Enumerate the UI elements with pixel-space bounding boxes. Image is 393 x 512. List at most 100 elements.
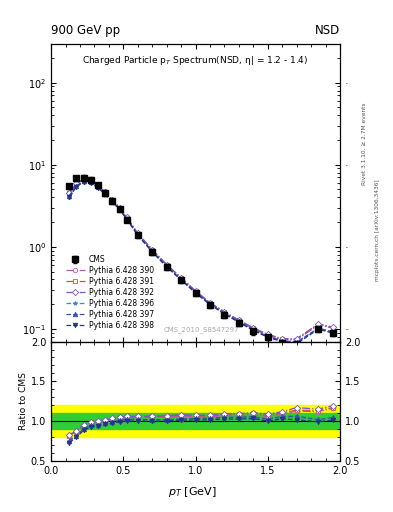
Pythia 6.428 391 — [193, 288, 198, 294]
Pythia 6.428 392 — [265, 331, 270, 337]
Pythia 6.428 390 — [164, 262, 169, 268]
Pythia 6.428 397 — [251, 327, 256, 333]
Pythia 6.428 396 — [179, 276, 184, 283]
Line: Pythia 6.428 390: Pythia 6.428 390 — [67, 178, 335, 343]
Pythia 6.428 398 — [208, 302, 212, 308]
Pythia 6.428 396 — [103, 191, 108, 197]
Line: Pythia 6.428 398: Pythia 6.428 398 — [67, 180, 335, 346]
Pythia 6.428 396 — [125, 216, 129, 222]
Line: Pythia 6.428 391: Pythia 6.428 391 — [67, 178, 335, 342]
Pythia 6.428 398 — [88, 180, 93, 186]
Pythia 6.428 398 — [150, 249, 154, 255]
Pythia 6.428 397 — [265, 333, 270, 339]
Pythia 6.428 391 — [179, 275, 184, 281]
Pythia 6.428 398 — [237, 319, 241, 326]
Pythia 6.428 390 — [125, 215, 129, 221]
Pythia 6.428 390 — [331, 325, 335, 331]
Pythia 6.428 397 — [237, 318, 241, 325]
Pythia 6.428 391 — [95, 183, 100, 189]
Pythia 6.428 396 — [150, 248, 154, 254]
Pythia 6.428 396 — [294, 339, 299, 346]
Pythia 6.428 390 — [95, 183, 100, 189]
Pythia 6.428 391 — [88, 178, 93, 184]
Pythia 6.428 396 — [331, 329, 335, 335]
Pythia 6.428 396 — [88, 179, 93, 185]
Pythia 6.428 390 — [179, 275, 184, 281]
Pythia 6.428 397 — [164, 263, 169, 269]
Pythia 6.428 391 — [125, 215, 129, 221]
Pythia 6.428 390 — [280, 336, 285, 343]
Pythia 6.428 396 — [136, 232, 140, 238]
Pythia 6.428 391 — [136, 230, 140, 237]
Pythia 6.428 390 — [118, 205, 122, 211]
Pythia 6.428 397 — [280, 337, 285, 344]
Pythia 6.428 392 — [95, 182, 100, 188]
Pythia 6.428 398 — [294, 340, 299, 347]
Text: mcplots.cern.ch [arXiv:1306.3436]: mcplots.cern.ch [arXiv:1306.3436] — [375, 180, 380, 281]
Pythia 6.428 391 — [150, 247, 154, 253]
Pythia 6.428 398 — [316, 326, 321, 332]
Line: Pythia 6.428 392: Pythia 6.428 392 — [67, 177, 335, 341]
Pythia 6.428 390 — [237, 318, 241, 324]
Pythia 6.428 398 — [125, 217, 129, 223]
Pythia 6.428 397 — [125, 216, 129, 222]
Pythia 6.428 398 — [193, 290, 198, 296]
Pythia 6.428 397 — [316, 325, 321, 331]
Pythia 6.428 392 — [110, 197, 115, 203]
Pythia 6.428 396 — [193, 289, 198, 295]
Pythia 6.428 392 — [103, 189, 108, 196]
Pythia 6.428 398 — [118, 207, 122, 213]
Pythia 6.428 392 — [88, 177, 93, 183]
Pythia 6.428 396 — [237, 318, 241, 325]
Pythia 6.428 398 — [136, 232, 140, 239]
Pythia 6.428 392 — [164, 262, 169, 268]
Pythia 6.428 390 — [74, 180, 79, 186]
Pythia 6.428 392 — [67, 190, 72, 196]
Pythia 6.428 396 — [67, 194, 72, 200]
Pythia 6.428 398 — [103, 191, 108, 198]
Pythia 6.428 392 — [179, 274, 184, 281]
Legend: CMS, Pythia 6.428 390, Pythia 6.428 391, Pythia 6.428 392, Pythia 6.428 396, Pyt: CMS, Pythia 6.428 390, Pythia 6.428 391,… — [64, 253, 156, 332]
Pythia 6.428 392 — [118, 205, 122, 211]
Pythia 6.428 392 — [125, 215, 129, 221]
Pythia 6.428 397 — [110, 198, 115, 204]
Pythia 6.428 391 — [316, 322, 321, 328]
Pythia 6.428 392 — [331, 324, 335, 330]
Pythia 6.428 398 — [265, 334, 270, 340]
Pythia 6.428 398 — [110, 199, 115, 205]
Pythia 6.428 391 — [74, 180, 79, 186]
Pythia 6.428 391 — [280, 336, 285, 342]
Pythia 6.428 396 — [208, 301, 212, 307]
Pythia 6.428 390 — [67, 190, 72, 196]
Pythia 6.428 391 — [237, 317, 241, 324]
Pythia 6.428 392 — [150, 246, 154, 252]
Pythia 6.428 398 — [74, 184, 79, 190]
Pythia 6.428 397 — [74, 183, 79, 189]
Pythia 6.428 391 — [103, 189, 108, 196]
Pythia 6.428 392 — [280, 335, 285, 342]
Pythia 6.428 390 — [251, 326, 256, 332]
Pythia 6.428 391 — [265, 332, 270, 338]
Pythia 6.428 398 — [222, 311, 227, 317]
Pythia 6.428 392 — [316, 321, 321, 327]
Pythia 6.428 392 — [222, 309, 227, 315]
Pythia 6.428 392 — [208, 300, 212, 306]
Pythia 6.428 397 — [150, 248, 154, 254]
Pythia 6.428 390 — [103, 190, 108, 196]
Pythia 6.428 390 — [265, 332, 270, 338]
Pythia 6.428 392 — [136, 230, 140, 237]
Pythia 6.428 396 — [118, 206, 122, 212]
Pythia 6.428 390 — [316, 322, 321, 328]
Bar — [51, 405, 340, 437]
Pythia 6.428 391 — [222, 309, 227, 315]
Pythia 6.428 398 — [95, 185, 100, 191]
Pythia 6.428 396 — [74, 183, 79, 189]
Bar — [51, 413, 340, 429]
Pythia 6.428 397 — [103, 190, 108, 197]
Pythia 6.428 398 — [331, 330, 335, 336]
Pythia 6.428 390 — [88, 178, 93, 184]
Pythia 6.428 392 — [237, 317, 241, 323]
Pythia 6.428 392 — [294, 335, 299, 342]
Pythia 6.428 392 — [251, 325, 256, 331]
Pythia 6.428 397 — [136, 231, 140, 238]
